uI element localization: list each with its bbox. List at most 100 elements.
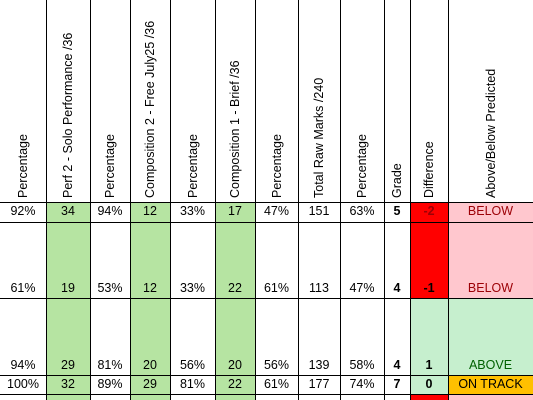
table-cell[interactable]: 29 <box>61 358 75 372</box>
table-cell[interactable]: 74% <box>349 377 375 391</box>
table-cell[interactable]: 47% <box>263 204 290 218</box>
table-cell[interactable]: 33% <box>179 204 206 218</box>
table-cell[interactable]: 151 <box>308 204 330 218</box>
table-cell[interactable]: 4 <box>393 358 401 372</box>
column-header: Above/Below Predicted <box>448 0 533 202</box>
grid-line <box>0 222 533 223</box>
table-cell[interactable]: 58% <box>349 358 375 372</box>
grid-line <box>448 0 449 400</box>
column-header: Percentage <box>255 0 298 202</box>
table-cell[interactable]: 63% <box>349 204 375 218</box>
table-cell[interactable]: -1 <box>423 281 435 295</box>
grid-line <box>0 202 533 203</box>
column-header: Percentage <box>340 0 384 202</box>
above-below-cell-fill <box>449 375 533 394</box>
grid-line <box>0 394 533 395</box>
table-cell[interactable]: 20 <box>228 358 242 372</box>
table-cell[interactable]: 12 <box>143 281 157 295</box>
column-header-label: Percentage <box>16 134 30 198</box>
column-header: Percentage <box>170 0 215 202</box>
table-cell[interactable]: 94% <box>97 204 123 218</box>
table-cell[interactable]: BELOW <box>467 281 514 295</box>
green-column-fill <box>131 202 170 400</box>
column-header-label: Composition 1 - Brief /36 <box>228 60 242 198</box>
grid-line <box>90 0 91 400</box>
column-header: Composition 1 - Brief /36 <box>215 0 255 202</box>
table-cell[interactable]: 61% <box>10 281 36 295</box>
grid-line <box>255 0 256 400</box>
table-cell[interactable]: 61% <box>263 281 290 295</box>
table-cell[interactable]: 33% <box>179 281 206 295</box>
table-cell[interactable]: 1 <box>425 358 433 372</box>
table-cell[interactable]: 100% <box>7 377 39 391</box>
column-header-label: Percentage <box>185 134 200 198</box>
table-cell[interactable]: 32 <box>61 377 75 391</box>
table-cell[interactable]: 94% <box>10 358 36 372</box>
column-header: Percentage <box>0 0 46 202</box>
green-column-fill <box>216 202 255 400</box>
column-header: Perf 2 - Solo Performance /36 <box>46 0 90 202</box>
grid-line <box>340 0 341 400</box>
grid-line <box>170 0 171 400</box>
table-cell[interactable]: 5 <box>393 204 401 218</box>
table-cell[interactable]: 7 <box>393 377 401 391</box>
table-cell[interactable]: BELOW <box>467 204 514 218</box>
column-header-label: Percentage <box>355 134 369 198</box>
column-header-label: Total Raw Marks /240 <box>312 77 326 198</box>
table-cell[interactable]: 92% <box>10 204 36 218</box>
table-cell[interactable]: ABOVE <box>468 358 513 372</box>
table-cell[interactable]: 139 <box>308 358 330 372</box>
table-cell[interactable]: 89% <box>97 377 123 391</box>
table-cell[interactable]: 61% <box>263 377 290 391</box>
column-header: Total Raw Marks /240 <box>298 0 340 202</box>
grid-line <box>384 0 385 400</box>
table-cell[interactable]: 56% <box>263 358 290 372</box>
table-cell[interactable]: 81% <box>97 358 123 372</box>
table-cell[interactable]: 22 <box>228 281 242 295</box>
table-cell[interactable]: 12 <box>143 204 157 218</box>
table-cell[interactable]: 56% <box>179 358 206 372</box>
difference-cell-fill <box>411 375 448 394</box>
grid-line <box>410 0 411 400</box>
column-header: Percentage <box>90 0 130 202</box>
table-cell[interactable]: 113 <box>309 281 329 295</box>
above-below-cell-fill <box>449 394 533 400</box>
green-column-fill <box>47 202 90 400</box>
above-below-cell-fill <box>449 298 533 375</box>
table-cell[interactable]: 20 <box>143 358 157 372</box>
table-cell[interactable]: 4 <box>393 281 401 295</box>
table-cell[interactable]: 34 <box>61 204 75 218</box>
grid-line <box>298 0 299 400</box>
difference-cell-fill <box>411 202 448 222</box>
column-header: Grade <box>384 0 410 202</box>
column-header-label: Percentage <box>269 134 284 198</box>
above-below-cell-fill <box>449 222 533 298</box>
column-header-label: Perf 2 - Solo Performance /36 <box>61 32 75 198</box>
table-cell[interactable]: ON TRACK <box>458 377 523 391</box>
above-below-cell-fill <box>449 202 533 222</box>
column-header: Composition 2 - Free July25 /36 <box>130 0 170 202</box>
table-cell[interactable]: 29 <box>143 377 157 391</box>
difference-cell-fill <box>411 222 448 298</box>
table-cell[interactable]: 19 <box>61 281 75 295</box>
grid-line <box>215 0 216 400</box>
table-cell[interactable]: 22 <box>228 377 242 391</box>
table-cell[interactable]: 17 <box>228 204 242 218</box>
column-header-label: Difference <box>422 141 436 198</box>
table-cell[interactable]: 53% <box>97 281 123 295</box>
column-header-label: Above/Below Predicted <box>483 68 498 198</box>
table-cell[interactable]: 177 <box>308 377 330 391</box>
column-header-label: Composition 2 - Free July25 /36 <box>143 20 157 198</box>
table-cell[interactable]: 47% <box>349 281 375 295</box>
table-cell[interactable]: -2 <box>423 204 435 218</box>
column-header-label: Grade <box>390 163 404 198</box>
difference-cell-fill <box>411 298 448 375</box>
column-header: Difference <box>410 0 448 202</box>
table-cell[interactable]: 0 <box>425 377 433 391</box>
grid-line <box>0 298 533 299</box>
table-cell[interactable]: 81% <box>179 377 206 391</box>
grid-line <box>46 0 47 400</box>
column-header-label: Percentage <box>103 134 117 198</box>
grid-line <box>0 375 533 376</box>
